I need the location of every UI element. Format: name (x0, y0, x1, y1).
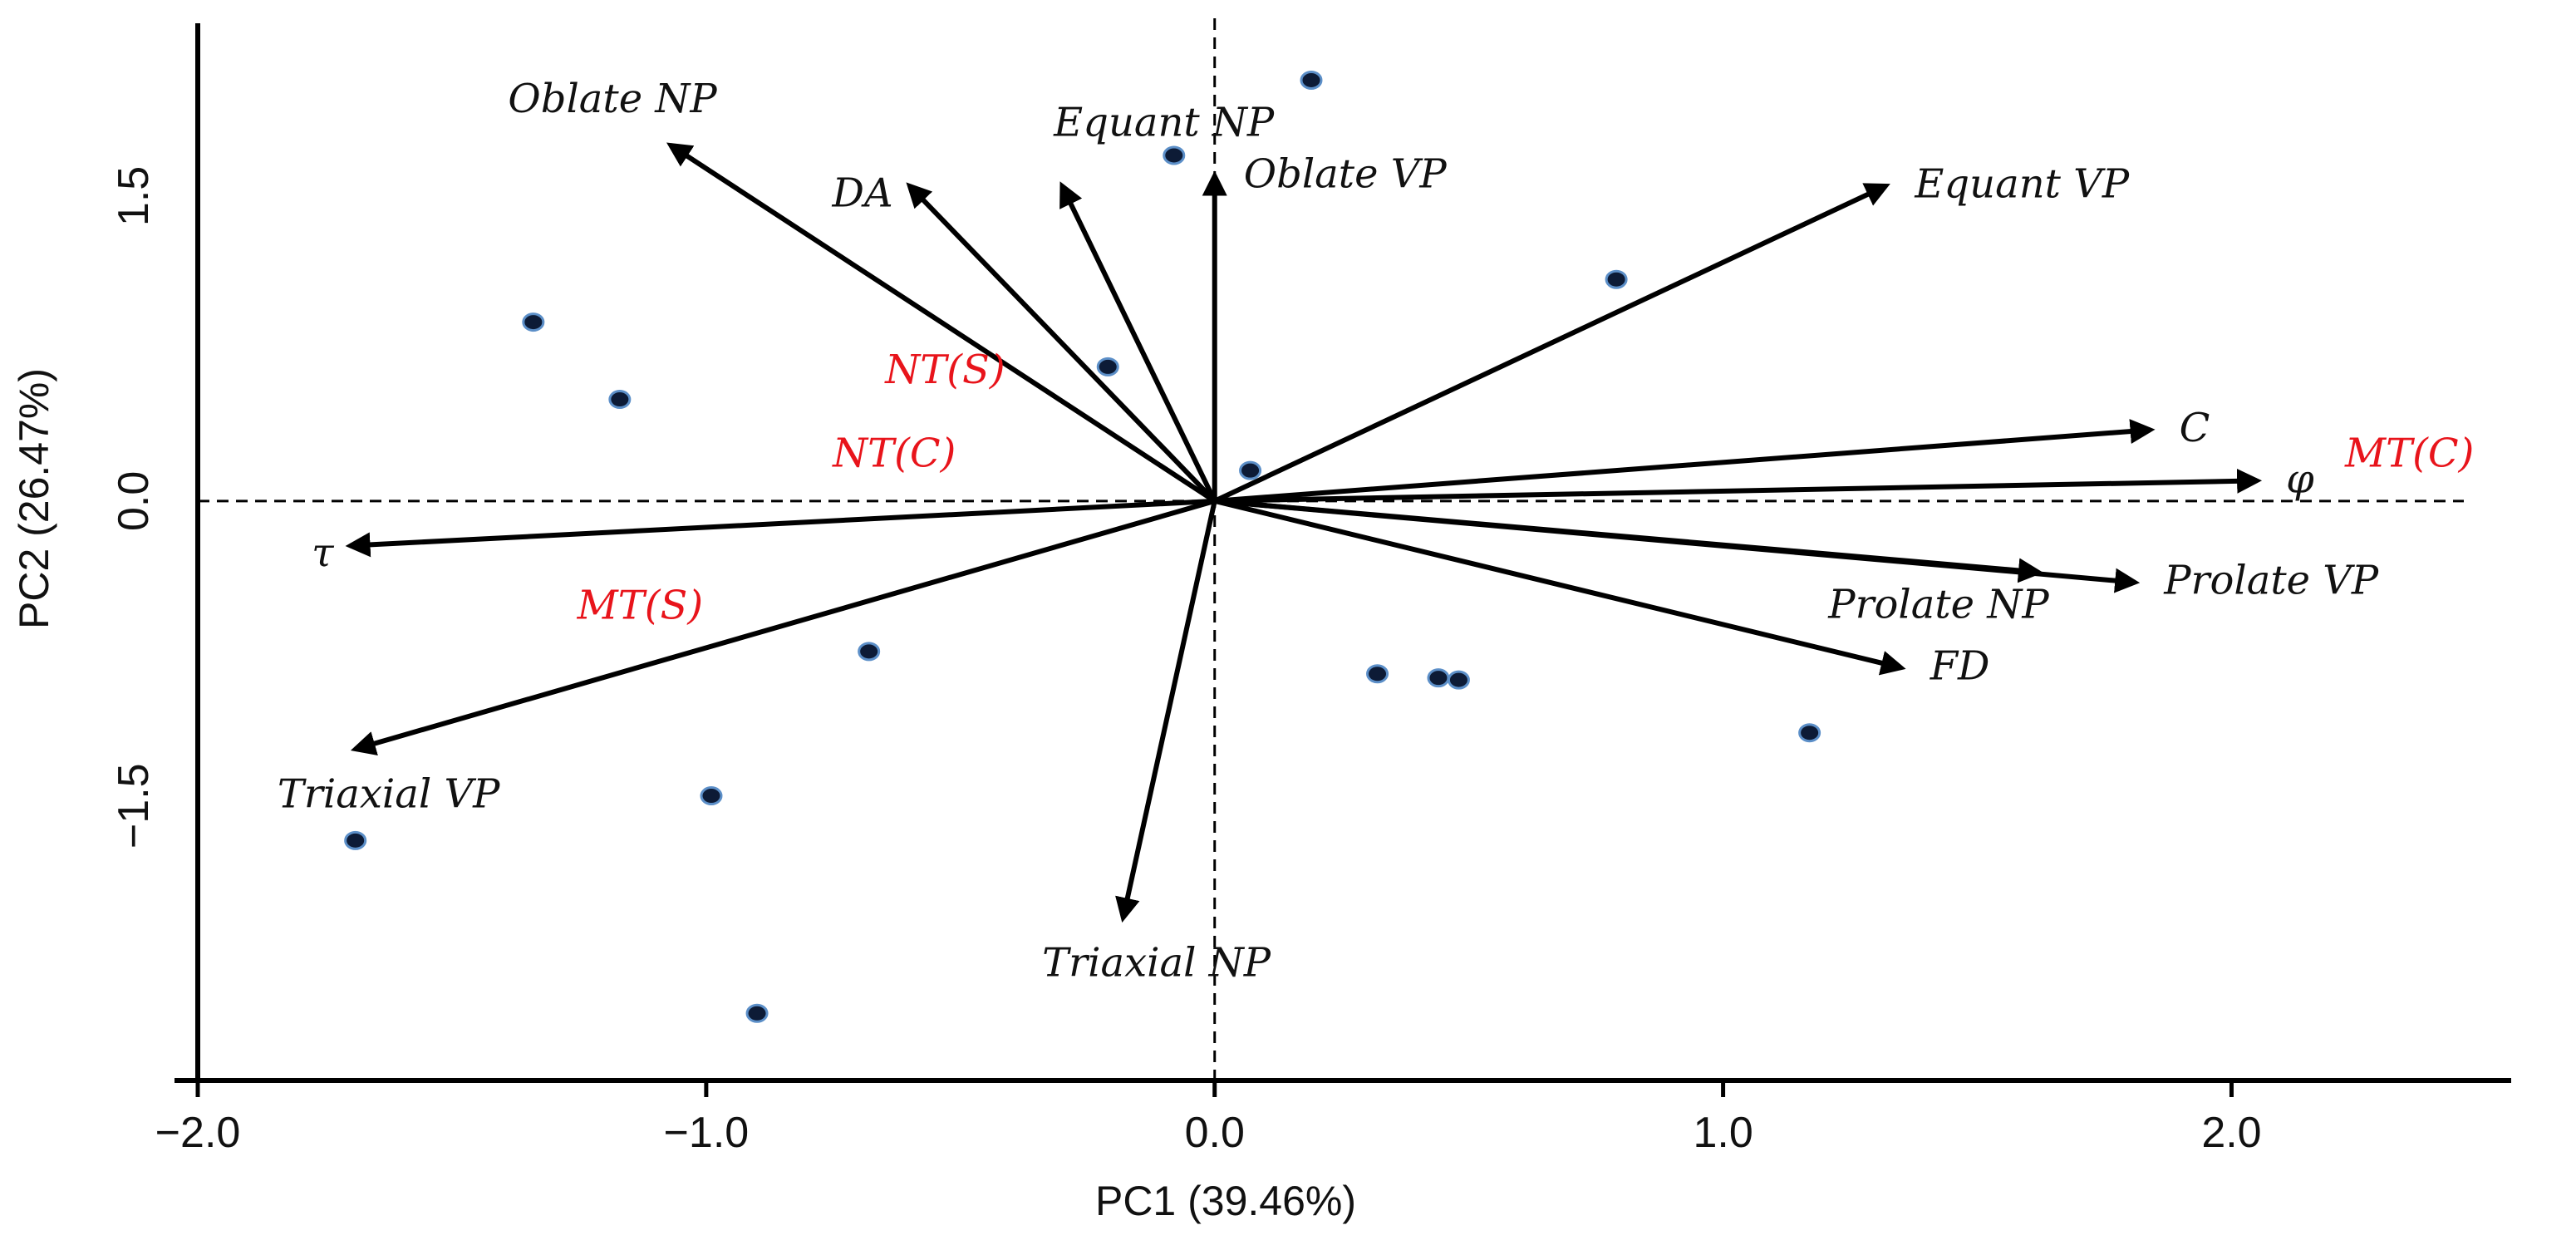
loading--label: τ (312, 530, 335, 577)
score-point (1798, 723, 1821, 743)
loading--label: φ (2286, 455, 2314, 502)
loading-equant-vp-label: Equant VP (1914, 161, 2129, 208)
score-point (608, 390, 632, 410)
loading-triaxial-vp-label: Triaxial VP (278, 770, 500, 817)
score-point (1366, 664, 1389, 684)
score-point (1163, 145, 1186, 165)
x-tick-label: −2.0 (155, 1109, 241, 1157)
y-tick-label: −1.5 (110, 763, 158, 849)
loading-equant-vp-arrow (1213, 183, 1890, 504)
loading-equant-np-label: Equant NP (1053, 100, 1275, 146)
group-label-nt-c: NT(C) (832, 430, 956, 476)
x-tick-label: 0.0 (1185, 1109, 1245, 1157)
loading-arrows (345, 142, 2263, 923)
y-axis-ticks: −1.5 0.0 1.5 (110, 166, 158, 849)
loading-c-label: C (2180, 405, 2210, 451)
loading-fd-arrow (1214, 498, 1906, 676)
loading--arrow (345, 498, 1215, 558)
loading--arrow (1214, 468, 2263, 504)
score-point (700, 786, 723, 806)
loading-fd-label: FD (1930, 642, 1990, 689)
loading-prolate-np-label: Prolate NP (1827, 581, 2049, 627)
score-points (344, 70, 1821, 1023)
loading-equant-np-arrow (1059, 181, 1217, 503)
y-axis-title: PC2 (26.47%) (11, 368, 57, 629)
loading-triaxial-np-label: Triaxial NP (1042, 939, 1271, 986)
loading-oblate-vp-label: Oblate VP (1244, 150, 1448, 197)
y-tick-label: 1.5 (110, 166, 158, 226)
x-tick-label: −1.0 (664, 1109, 750, 1157)
group-labels: NT(S) NT(C) MT(C) MT(S) (577, 347, 2475, 629)
loading-prolate-vp-arrow (1214, 498, 2141, 593)
score-point (1096, 357, 1119, 376)
score-point (522, 312, 545, 332)
loading-triaxial-np-arrow (1115, 500, 1217, 923)
x-axis-title: PC1 (39.46%) (1095, 1178, 1356, 1224)
group-label-mt-s: MT(S) (577, 583, 704, 629)
loading-da-arrow (906, 182, 1217, 503)
group-label-nt-s: NT(S) (884, 347, 1005, 393)
loading-triaxial-vp-arrow (350, 498, 1216, 756)
y-tick-label: 0.0 (110, 471, 158, 531)
x-tick-label: 2.0 (2201, 1109, 2261, 1157)
x-tick-label: 1.0 (1693, 1109, 1753, 1157)
score-point (1427, 668, 1450, 688)
loading-c-arrow (1214, 419, 2156, 504)
score-point (1239, 460, 1262, 480)
score-point (1300, 70, 1323, 90)
score-point (858, 642, 881, 662)
loading-da-label: DA (831, 170, 892, 217)
score-point (1605, 269, 1628, 289)
loading-oblate-np-arrow (666, 142, 1217, 504)
score-point (344, 830, 367, 850)
loading-oblate-np-label: Oblate NP (508, 76, 717, 122)
group-label-mt-c: MT(C) (2344, 430, 2474, 476)
score-point (745, 1003, 769, 1023)
x-axis-ticks: −2.0 −1.0 0.0 1.0 2.0 (155, 1080, 2262, 1157)
loading-prolate-vp-label: Prolate VP (2163, 558, 2379, 604)
score-point (1447, 670, 1470, 690)
